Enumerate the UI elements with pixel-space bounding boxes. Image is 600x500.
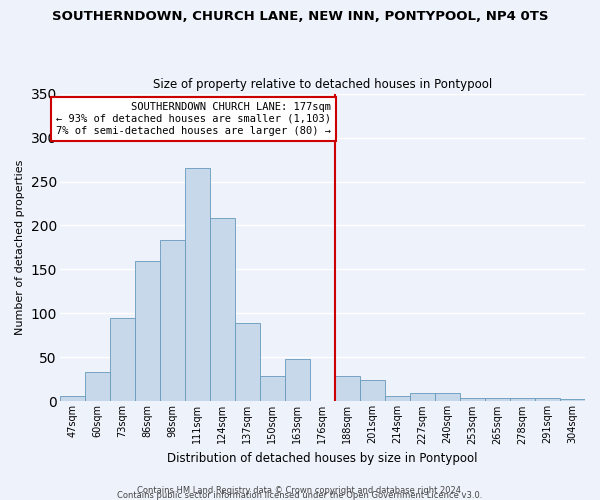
Bar: [260, 376, 285, 402]
Bar: [335, 376, 360, 402]
Bar: [460, 398, 485, 402]
X-axis label: Distribution of detached houses by size in Pontypool: Distribution of detached houses by size …: [167, 452, 478, 465]
Bar: [485, 398, 510, 402]
Bar: [535, 398, 560, 402]
Bar: [510, 398, 535, 402]
Bar: [410, 392, 435, 402]
Title: Size of property relative to detached houses in Pontypool: Size of property relative to detached ho…: [153, 78, 492, 91]
Bar: [360, 380, 385, 402]
Bar: [385, 396, 410, 402]
Bar: [285, 359, 310, 402]
Text: Contains public sector information licensed under the Open Government Licence v3: Contains public sector information licen…: [118, 491, 482, 500]
Bar: [235, 323, 260, 402]
Bar: [435, 392, 460, 402]
Bar: [135, 260, 160, 402]
Bar: [185, 168, 210, 402]
Bar: [85, 372, 110, 402]
Bar: [110, 318, 135, 402]
Text: Contains HM Land Registry data © Crown copyright and database right 2024.: Contains HM Land Registry data © Crown c…: [137, 486, 463, 495]
Text: SOUTHERNDOWN, CHURCH LANE, NEW INN, PONTYPOOL, NP4 0TS: SOUTHERNDOWN, CHURCH LANE, NEW INN, PONT…: [52, 10, 548, 23]
Text: SOUTHERNDOWN CHURCH LANE: 177sqm
← 93% of detached houses are smaller (1,103)
7%: SOUTHERNDOWN CHURCH LANE: 177sqm ← 93% o…: [56, 102, 331, 136]
Bar: [60, 396, 85, 402]
Bar: [160, 240, 185, 402]
Bar: [560, 399, 585, 402]
Bar: [210, 218, 235, 402]
Y-axis label: Number of detached properties: Number of detached properties: [15, 160, 25, 335]
